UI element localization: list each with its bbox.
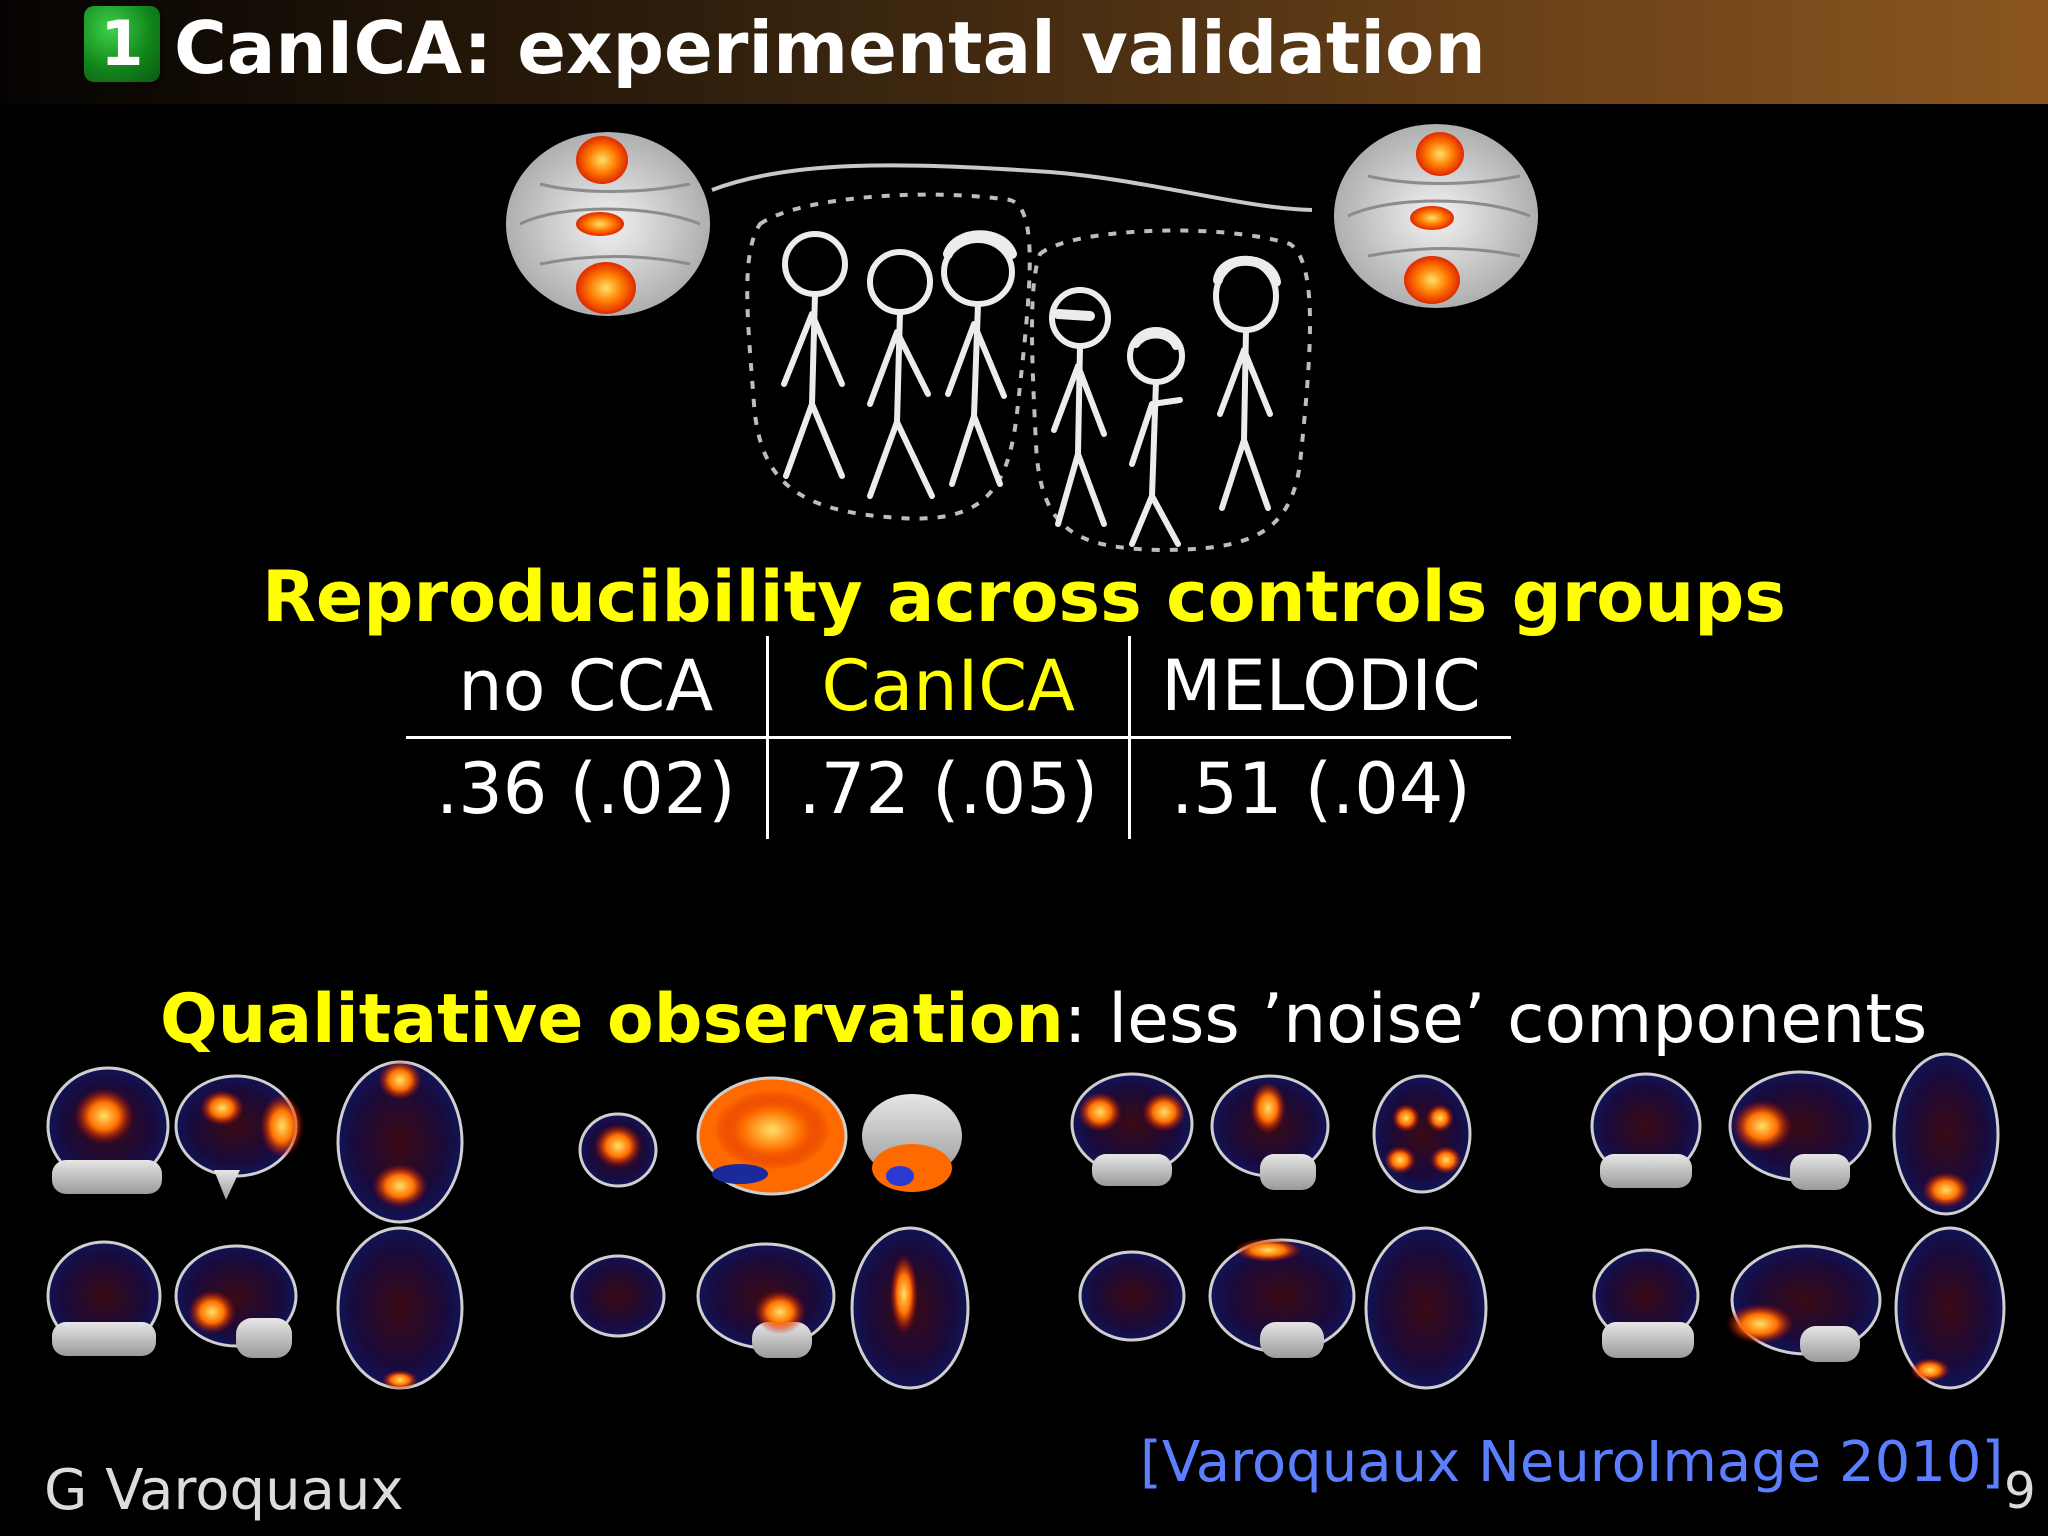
groups-illustration <box>506 124 1538 553</box>
component-group-2 <box>570 1076 970 1390</box>
component-group-4 <box>1590 1052 2006 1390</box>
col-header-no-cca: no CCA <box>406 636 769 739</box>
col-header-canica: CanICA <box>767 636 1132 739</box>
author-name: G Varoquaux <box>44 1458 404 1523</box>
brain-map-right <box>1334 124 1538 308</box>
page-number: 9 <box>2004 1462 2036 1520</box>
slide-title: CanICA: experimental validation <box>174 6 1486 90</box>
reproducibility-table: no CCA CanICA MELODIC .36 (.02) .72 (.05… <box>406 636 1511 839</box>
value-melodic: .51 (.04) <box>1171 748 1471 830</box>
qualitative-text: : less ’noise’ components <box>1063 980 1928 1059</box>
section-number-badge: 1 <box>84 6 160 82</box>
component-thumbnails <box>46 1052 2006 1390</box>
component-group-3 <box>1070 1072 1488 1390</box>
citation: [Varoquaux NeuroImage 2010] <box>1140 1430 2004 1495</box>
value-canica: .72 (.05) <box>767 737 1132 839</box>
title-bar <box>0 0 2048 104</box>
table-row: .36 (.02) .72 (.05) .51 (.04) <box>406 737 1511 839</box>
qualitative-label: Qualitative observation <box>160 980 1064 1059</box>
col-header-melodic: MELODIC <box>1129 636 1511 739</box>
reproducibility-heading: Reproducibility across controls groups <box>262 556 1786 638</box>
table-header-row: no CCA CanICA MELODIC <box>406 636 1511 739</box>
group-outline-right <box>1030 228 1312 553</box>
value-no-cca: .36 (.02) <box>406 737 769 839</box>
qualitative-observation: Qualitative observation: less ’noise’ co… <box>160 980 1927 1059</box>
stick-figures <box>781 230 1281 547</box>
component-group-1 <box>46 1060 464 1390</box>
brain-map-left <box>506 132 710 316</box>
connector-line <box>711 163 1313 212</box>
